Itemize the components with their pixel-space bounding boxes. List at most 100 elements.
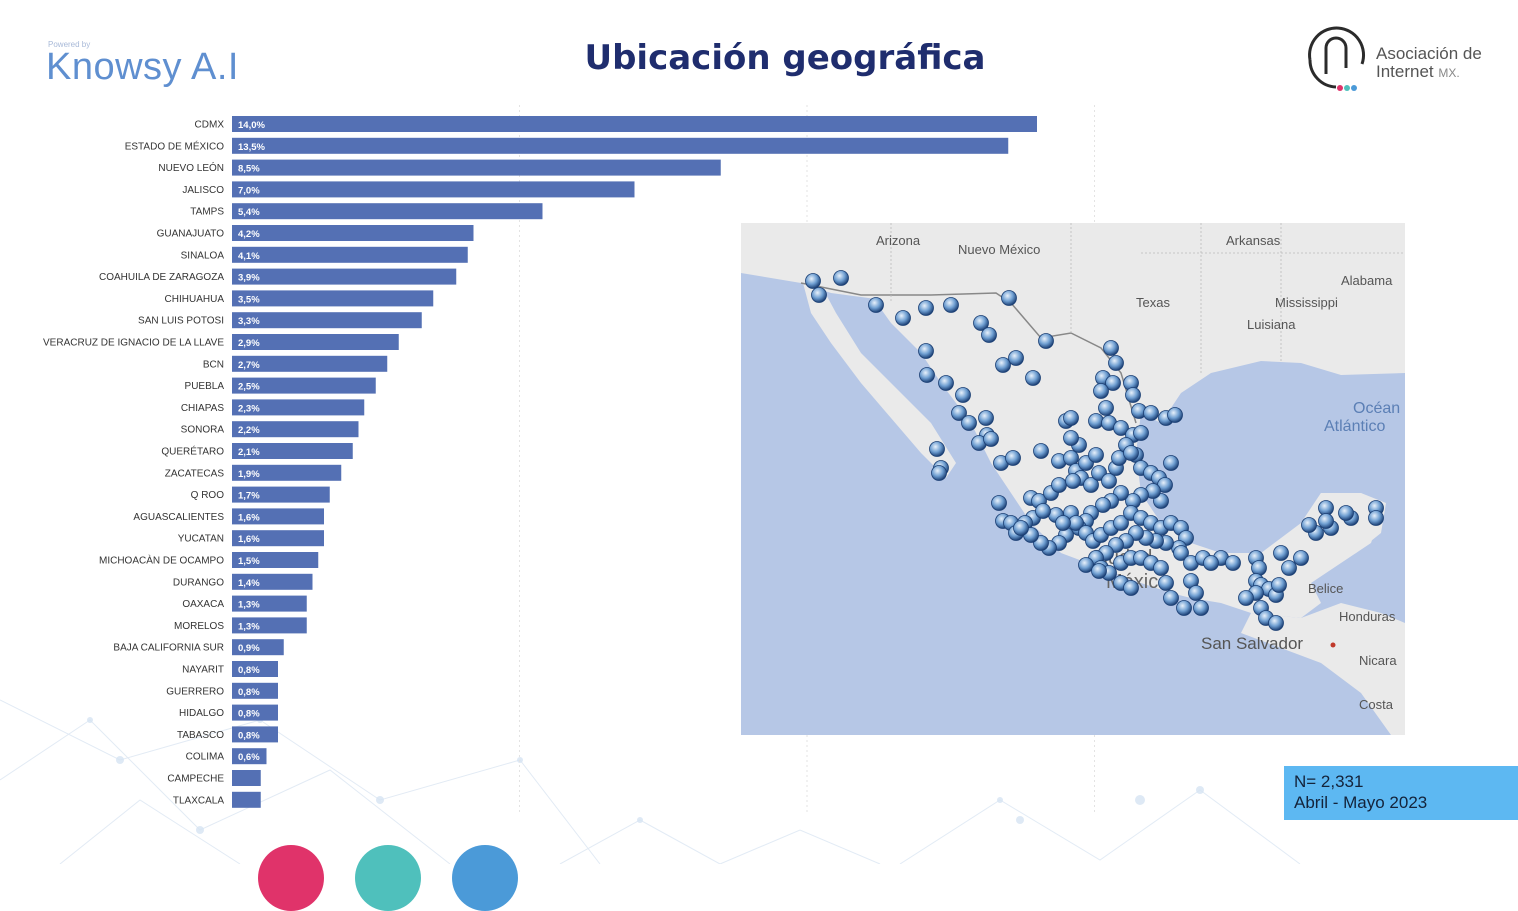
map-marker (951, 405, 967, 421)
map-marker (1055, 515, 1071, 531)
map-marker (1143, 405, 1159, 421)
category-label: COLIMA (186, 752, 225, 763)
map-label-san-salvador: San Salvador (1201, 634, 1303, 653)
category-label: NAYARIT (182, 665, 224, 676)
category-label: AGUASCALIENTES (133, 512, 224, 523)
bar (232, 334, 399, 350)
map-marker (1293, 550, 1309, 566)
map-label-honduras: Honduras (1339, 609, 1396, 624)
map-marker (1051, 477, 1067, 493)
map-marker (1065, 473, 1081, 489)
data-label: 1,6% (238, 512, 260, 523)
category-label: CDMX (195, 120, 225, 131)
category-label: BAJA CALIFORNIA SUR (113, 643, 224, 654)
bar (232, 181, 635, 198)
data-label: 5,4% (238, 207, 260, 218)
data-label: 2,7% (238, 360, 260, 371)
map-marker (1133, 425, 1149, 441)
data-label: 2,5% (238, 382, 260, 393)
map-marker (1101, 473, 1117, 489)
map-marker (1188, 585, 1204, 601)
bar (232, 552, 319, 568)
map-marker (995, 357, 1011, 373)
map-marker (1063, 430, 1079, 446)
map-marker (981, 327, 997, 343)
map-marker (1103, 340, 1119, 356)
map-marker (1025, 370, 1041, 386)
map-marker (1125, 387, 1141, 403)
map-label-arkansas: Arkansas (1226, 233, 1281, 248)
chart-bars: CDMX 14,0% ESTADO DE MÉXICO 13,5% NUEVO LEÓN… (43, 116, 1037, 808)
map-marker (1013, 520, 1029, 536)
bar (232, 137, 1009, 154)
data-label: 2,2% (238, 425, 260, 436)
map-marker (1273, 545, 1289, 561)
decor-circle-teal (355, 845, 421, 911)
map-marker (1001, 290, 1017, 306)
map-marker (1271, 577, 1287, 593)
powered-by-label: Powered by (48, 40, 91, 49)
map-marker (1251, 560, 1267, 576)
map-marker (1008, 350, 1024, 366)
data-label: 1,7% (238, 491, 260, 502)
bar (232, 617, 307, 634)
map-marker (1038, 333, 1054, 349)
partner-name-internet: Internet (1376, 62, 1434, 81)
category-label: BCN (203, 359, 224, 370)
map-marker (1176, 600, 1192, 616)
map-label-nicaragua: Nicara (1359, 653, 1397, 668)
category-label: MORELOS (174, 621, 224, 632)
map-marker (973, 315, 989, 331)
bar (232, 268, 457, 285)
map-label-mississippi: Mississippi (1275, 295, 1338, 310)
data-label: 0,6% (238, 752, 260, 763)
map-marker (1268, 615, 1284, 631)
map-marker (1093, 383, 1109, 399)
category-label: CAMPECHE (167, 774, 224, 785)
bar (232, 203, 543, 220)
map-marker (918, 343, 934, 359)
map-marker (1105, 375, 1121, 391)
state-distribution-bar-chart: CDMX 14,0% ESTADO DE MÉXICO 13,5% NUEVO LEÓN… (43, 105, 1095, 812)
map-marker (833, 270, 849, 286)
map-label-alabama: Alabama (1341, 273, 1393, 288)
map-marker (1098, 400, 1114, 416)
page-title: Ubicación geográfica (584, 38, 986, 78)
data-label: 3,9% (238, 273, 260, 284)
category-label: MICHOACÀN DE OCAMPO (99, 554, 224, 567)
data-label: 2,1% (238, 447, 260, 458)
category-label: GUANAJUATO (157, 229, 225, 240)
data-label: 0,8% (238, 730, 260, 741)
data-label: 1,9% (238, 469, 260, 480)
bar (232, 355, 388, 372)
map-marker (1173, 545, 1189, 561)
data-label: 2,3% (238, 403, 260, 414)
map-marker (938, 375, 954, 391)
map-marker (1108, 355, 1124, 371)
map-label-nuevo-mexico: Nuevo México (958, 242, 1040, 257)
bar (232, 312, 422, 329)
category-label: SINALOA (181, 250, 225, 261)
category-label: ESTADO DE MÉXICO (125, 139, 224, 152)
map-label-arizona: Arizona (876, 233, 921, 248)
map-marker (868, 297, 884, 313)
category-label: TABASCO (177, 730, 224, 741)
map-marker (1033, 443, 1049, 459)
map-marker (919, 367, 935, 383)
bar (232, 639, 284, 656)
data-label: 1,4% (238, 578, 260, 589)
data-label: 7,0% (238, 185, 260, 196)
map-label-luisiana: Luisiana (1247, 317, 1296, 332)
bar (232, 791, 261, 808)
map-marker (943, 297, 959, 313)
partner-name-mx: MX. (1438, 66, 1460, 80)
map-marker (1095, 497, 1111, 513)
map-marker (955, 387, 971, 403)
map-marker (918, 300, 934, 316)
map-marker (1281, 560, 1297, 576)
map-land-usa (741, 223, 1405, 423)
map-marker (1163, 455, 1179, 471)
mexico-respondent-map: Arizona Nuevo México Arkansas Texas Miss… (741, 223, 1405, 735)
data-label: 2,9% (238, 338, 260, 349)
map-marker (1123, 580, 1139, 596)
